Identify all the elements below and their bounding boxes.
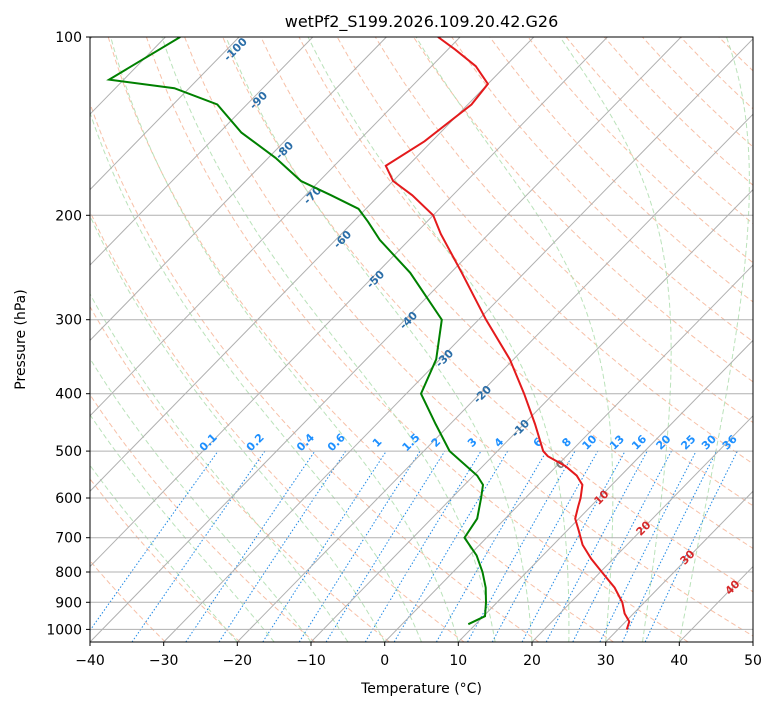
- y-axis-title: Pressure (hPa): [13, 289, 29, 389]
- x-tick-label: −20: [223, 653, 253, 669]
- isotherm-line: [90, 37, 387, 342]
- moist-adiabat-line: [90, 413, 275, 642]
- isobars: [90, 37, 753, 630]
- isotherm-line: [163, 38, 753, 642]
- y-axis: 100 200 300 400 500 600 700 800 900 1000: [46, 30, 90, 638]
- mixing-ratio-line: [545, 450, 648, 642]
- y-tick-label: 200: [55, 208, 82, 224]
- moist-adiabat-line: [90, 214, 386, 642]
- dry-adiabat-line: [90, 559, 166, 642]
- isotherm-line: [531, 415, 753, 642]
- mixing-ratio-line: [521, 450, 626, 642]
- mixing-ratio-line: [364, 450, 482, 642]
- y-tick-label: 400: [55, 387, 82, 403]
- mixing-ratio-line: [185, 450, 316, 642]
- moist-adiabat-line: [90, 111, 422, 642]
- dry-adiabat-line: [413, 37, 753, 383]
- y-tick-label: 900: [55, 595, 82, 611]
- x-tick-label: 40: [670, 653, 688, 669]
- y-tick-label: 700: [55, 531, 82, 547]
- dry-adiabat-line: [298, 37, 753, 507]
- dry-adiabat-line: [260, 37, 753, 550]
- mixing-ratio-line: [90, 450, 219, 632]
- y-tick-label: 1000: [46, 622, 82, 638]
- isotherm-line: [384, 264, 753, 642]
- isotherms: [90, 37, 753, 642]
- plot-area: [90, 37, 753, 642]
- moist-adiabat-line: [90, 464, 238, 642]
- mixing-ratio-line: [572, 450, 672, 642]
- mixing-ratio-line: [599, 450, 697, 642]
- y-tick-label: 100: [55, 30, 82, 46]
- isotherm-line: [90, 37, 314, 266]
- x-tick-label: 30: [597, 653, 615, 669]
- x-tick-label: 50: [744, 653, 762, 669]
- dry-adiabat-line: [757, 37, 775, 642]
- moist-adiabat-line: [678, 37, 750, 642]
- mixing-ratio-line: [325, 450, 446, 642]
- mixing-ratio-line: [262, 450, 387, 642]
- x-tick-label: 0: [380, 653, 389, 669]
- x-tick-label: −10: [296, 653, 326, 669]
- moist-adiabat-line: [225, 37, 533, 642]
- isotherm-line: [90, 37, 461, 417]
- dry-adiabat-line: [336, 37, 753, 465]
- x-axis-title: Temperature (°C): [360, 681, 482, 697]
- dry-adiabat-line: [90, 102, 540, 642]
- chart-title: wetPf2_S199.2026.109.20.42.G26: [285, 12, 559, 32]
- moist-adiabat-line: [559, 37, 672, 642]
- x-tick-label: 10: [449, 653, 467, 669]
- mixing-ratio-lines: [90, 450, 738, 642]
- mixing-ratio-line: [644, 450, 738, 642]
- x-tick-label: 20: [523, 653, 541, 669]
- moist-adiabat-line: [90, 293, 349, 642]
- x-tick-label: −40: [75, 653, 105, 669]
- isotherm-line: [90, 37, 608, 568]
- dry-adiabat-line: [90, 210, 465, 642]
- isotherm-line: [310, 188, 753, 642]
- isotherm-line: [457, 339, 753, 642]
- y-tick-label: 300: [55, 313, 82, 329]
- background-lines: [90, 37, 775, 642]
- dewpoint-line: [106, 37, 488, 626]
- y-tick-label: 600: [55, 491, 82, 507]
- dry-adiabat-line: [222, 37, 753, 593]
- isotherm-line: [236, 113, 753, 642]
- temperature-line: [384, 37, 631, 630]
- dry-adiabat-line: [107, 37, 614, 642]
- profiles: [106, 37, 631, 630]
- isotherm-line: [90, 37, 240, 191]
- y-tick-label: 500: [55, 444, 82, 460]
- plot-frame: [89, 36, 754, 643]
- y-tick-label: 800: [55, 565, 82, 581]
- dry-adiabat-line: [374, 37, 753, 424]
- moist-adiabat-line: [415, 37, 614, 642]
- mixing-ratio-line: [218, 450, 347, 642]
- dry-adiabat-line: [90, 393, 316, 642]
- moist-adiabat-line: [307, 37, 570, 642]
- dry-adiabat-line: [489, 37, 753, 303]
- moist-adiabat-line: [90, 357, 312, 642]
- dry-adiabats: [90, 37, 775, 642]
- mixing-ratio-line: [298, 450, 421, 642]
- isotherm-line: [90, 37, 535, 492]
- x-axis: −40 −30 −20 −10 0 10 20 30 40 50: [75, 642, 762, 669]
- moist-adiabat-line: [110, 37, 459, 642]
- dry-adiabat-line: [90, 478, 241, 642]
- dry-adiabat-line: [145, 37, 689, 642]
- x-tick-label: −30: [149, 653, 179, 669]
- mixing-ratio-line: [467, 450, 576, 642]
- isotherm-line: [752, 641, 753, 642]
- isotherm-line: [605, 490, 753, 642]
- isotherm-line: [90, 37, 682, 642]
- dry-adiabat-line: [90, 305, 390, 642]
